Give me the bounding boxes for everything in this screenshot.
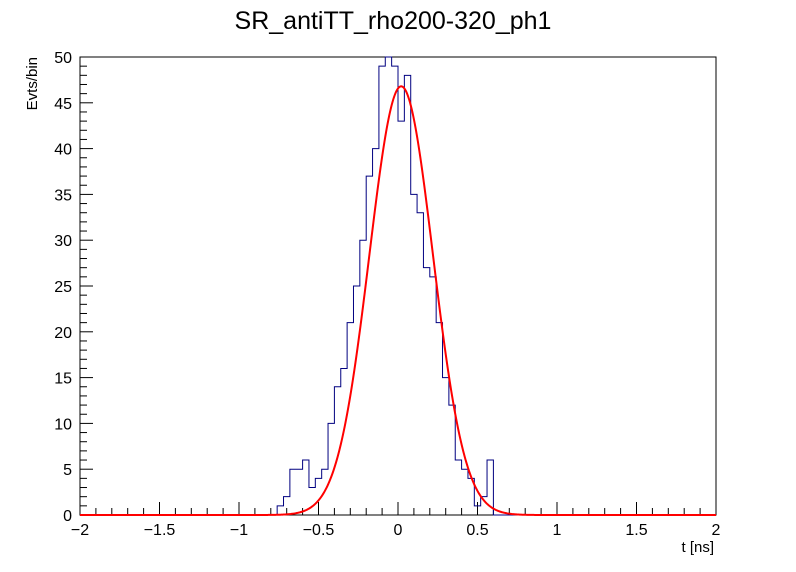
x-tick-label: 0 bbox=[394, 522, 403, 539]
x-axis-label: t [ns] bbox=[681, 539, 714, 556]
y-axis-label: Evts/bin bbox=[24, 57, 41, 110]
y-tick-label: 5 bbox=[63, 462, 72, 479]
y-tick-label: 50 bbox=[54, 50, 72, 67]
x-tick-label: −2 bbox=[71, 522, 89, 539]
x-tick-label: 2 bbox=[712, 522, 721, 539]
axis-ticks bbox=[79, 56, 717, 516]
y-tick-label: 15 bbox=[54, 371, 72, 388]
y-tick-label: 20 bbox=[54, 325, 72, 342]
x-tick-label: −1 bbox=[230, 522, 248, 539]
x-tick-labels: −2 −1.5 −1 −0.5 0 0.5 1 1.5 2 bbox=[71, 522, 721, 539]
x-tick-label: −1.5 bbox=[144, 522, 176, 539]
chart-title: SR_antiTT_rho200-320_ph1 bbox=[235, 7, 552, 35]
y-tick-label: 10 bbox=[54, 416, 72, 433]
y-tick-label: 25 bbox=[54, 279, 72, 296]
y-tick-label: 0 bbox=[63, 508, 72, 525]
y-tick-label: 45 bbox=[54, 96, 72, 113]
histogram-series bbox=[80, 56, 716, 516]
gaussian-fit-line bbox=[80, 85, 716, 516]
y-tick-label: 40 bbox=[54, 142, 72, 159]
y-tick-labels: 0 5 10 15 20 25 30 35 40 45 50 bbox=[54, 50, 72, 525]
x-tick-label: 1 bbox=[553, 522, 562, 539]
y-tick-label: 35 bbox=[54, 187, 72, 204]
x-tick-label: 1.5 bbox=[625, 522, 647, 539]
y-tick-label: 30 bbox=[54, 233, 72, 250]
plot-frame bbox=[79, 56, 717, 516]
x-tick-label: −0.5 bbox=[303, 522, 335, 539]
x-tick-label: 0.5 bbox=[466, 522, 488, 539]
